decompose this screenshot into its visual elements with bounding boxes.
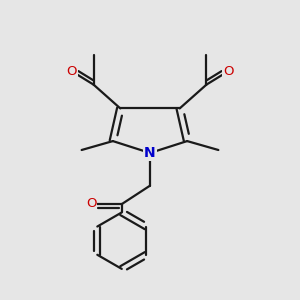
Text: N: N bbox=[144, 146, 156, 160]
Text: O: O bbox=[86, 197, 97, 210]
Text: O: O bbox=[67, 65, 77, 78]
Text: O: O bbox=[223, 65, 233, 78]
